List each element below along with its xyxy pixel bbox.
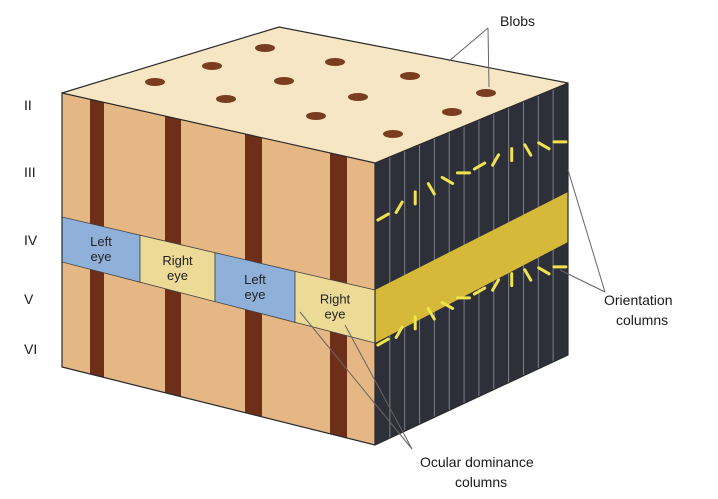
layer-label-iii: III [24,164,36,180]
ocular-label-line-1: Ocular dominance [420,454,534,470]
eye-column-label-line: Left [90,234,112,249]
blob [145,78,165,86]
eye-column-label: Right eye [162,253,193,283]
ocular-dominance-band: Left eye Right eye Left eye Right eye [61,216,376,344]
eye-column-label-line: Left [244,272,266,287]
eye-column-label-line: eye [245,287,266,302]
ocular-label-line-2: columns [455,474,507,490]
orientation-marker [426,182,436,196]
orientation-marker [394,325,404,339]
blobs-group [145,44,496,138]
blobs-callout: Blobs [448,13,535,88]
blob [400,72,420,80]
orientation-marker [376,337,390,347]
blob [255,44,275,52]
blob [306,112,326,120]
orientation-marker [472,286,487,296]
blob [348,93,368,101]
eye-column-label-line: Right [162,253,193,268]
eye-column-label: Right eye [320,292,351,322]
orientation-callout: Orientation columns [559,169,672,328]
orientation-marker [523,268,533,282]
blob [383,130,403,138]
eye-column-label-line: eye [325,307,346,322]
blob [325,58,345,66]
orientation-marker [394,200,404,214]
orientation-marker [537,141,551,151]
blob [202,62,222,70]
orientation-marker [376,212,390,222]
layer-iv-side-band [375,192,568,343]
blob [274,77,294,85]
orientation-marker [523,143,533,157]
blob [216,95,236,103]
orientation-marker [472,161,487,171]
eye-column-label-line: Right [320,292,351,307]
orientation-marker [537,266,551,276]
blobs-label: Blobs [500,13,535,29]
orientation-marker [426,307,436,321]
blob [476,89,496,97]
layer-label-v: V [24,291,34,307]
layer-labels: II III IV V VI [24,97,38,357]
ocular-dominance-callout: Ocular dominance columns [299,311,534,490]
orientation-marker [491,153,501,167]
orientation-marker [440,300,455,310]
blob [442,108,462,116]
eye-column-label: Left eye [244,272,266,302]
orientation-marker [440,175,455,185]
orientation-label-line-1: Orientation [604,292,672,308]
layer-label-ii: II [24,97,32,113]
orientation-markers [376,140,568,347]
cortex-top-surface [62,27,568,163]
eye-column-label: Left eye [90,234,112,264]
eye-column-label-line: eye [167,268,188,283]
orientation-label-line-2: columns [616,312,668,328]
layer-label-vi: VI [24,341,37,357]
eye-column-label-line: eye [91,249,112,264]
layer-label-iv: IV [24,232,38,248]
orientation-marker [491,278,501,292]
